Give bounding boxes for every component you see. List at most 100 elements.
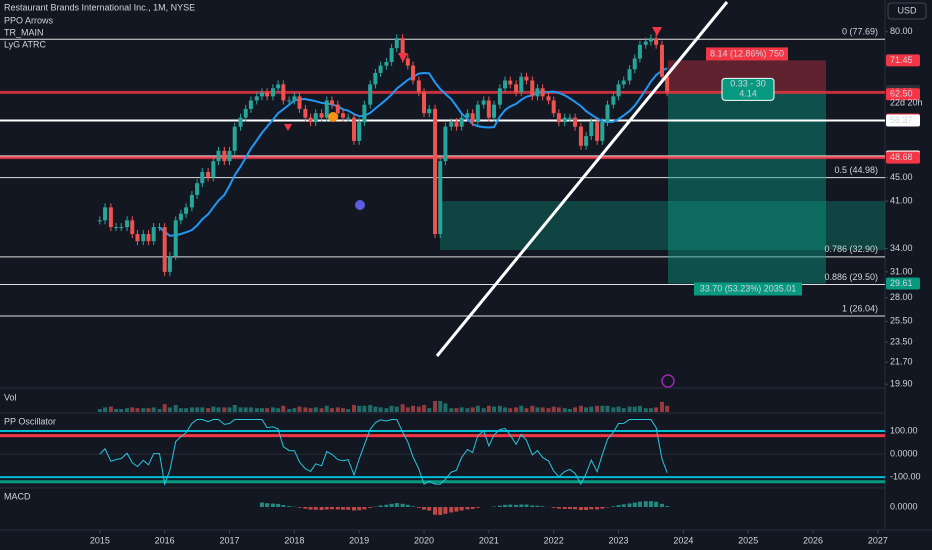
volume-bar [584, 407, 589, 412]
macd-bar [319, 507, 324, 511]
volume-bar [492, 406, 497, 412]
volume-bar [157, 409, 162, 412]
macd-bar [443, 507, 448, 514]
price-tag-label: 29.61 [890, 278, 913, 288]
candle [324, 100, 329, 118]
volume-bar [611, 407, 616, 412]
volume-bar [562, 408, 567, 412]
volume-bar [276, 408, 281, 412]
candle [195, 183, 200, 195]
candle [503, 80, 508, 89]
candle [276, 84, 281, 89]
x-tick-label: 2021 [479, 535, 499, 545]
candle [540, 88, 545, 97]
volume-bar [114, 409, 119, 412]
candle [497, 88, 502, 105]
candle [119, 227, 124, 229]
currency-button[interactable] [887, 2, 927, 20]
macd-bar [659, 503, 664, 507]
x-tick-label: 2019 [349, 535, 369, 545]
candle [114, 227, 119, 229]
candle [146, 234, 151, 242]
macd-bar [465, 507, 470, 510]
candle [232, 126, 237, 151]
volume-bar [422, 405, 427, 412]
center-tag [721, 77, 775, 101]
volume-bar [335, 407, 340, 412]
volume-bar [605, 405, 610, 412]
volume-bar [211, 406, 216, 412]
volume-bar [141, 408, 146, 412]
candle [340, 113, 345, 118]
volume-bar [567, 409, 572, 412]
macd-bar [654, 501, 659, 507]
macd-bar [422, 507, 427, 510]
volume-bar [465, 408, 470, 412]
macd-bar [503, 504, 508, 507]
candle [465, 113, 470, 118]
volume-bar [265, 408, 270, 412]
volume-bar [411, 405, 415, 412]
candle [470, 113, 475, 123]
candle [162, 227, 167, 272]
macd-bar [497, 505, 502, 507]
fib-label: 0.886 (29.50) [824, 272, 878, 282]
candle [433, 108, 438, 235]
fib-label: 1 (26.04) [842, 303, 878, 313]
volume-bar [475, 405, 480, 412]
candle [97, 220, 102, 222]
candle [637, 44, 642, 59]
x-tick-label: 2016 [155, 535, 175, 545]
volume-bar [427, 408, 432, 412]
macd-bar [352, 507, 356, 511]
y-tick-label: 28.00 [890, 292, 913, 302]
candle [211, 161, 216, 178]
y-tick-label: 21.70 [890, 357, 913, 367]
volume-bar [648, 408, 653, 412]
candle [281, 84, 286, 101]
candle [654, 38, 659, 45]
candle [556, 113, 561, 123]
fib-label: 0 (77.69) [842, 27, 878, 37]
macd-bar [556, 507, 561, 509]
candle [167, 256, 172, 272]
volume-bar [443, 403, 448, 412]
fib-label: 0.786 (32.90) [824, 244, 878, 254]
macd-bar [335, 507, 340, 510]
macd-bar [562, 507, 567, 509]
volume-bar [232, 405, 237, 412]
macd-bar [611, 506, 616, 507]
volume-bar [373, 406, 378, 412]
volume-bar [357, 405, 362, 412]
candle [627, 69, 632, 81]
volume-bar [292, 408, 297, 412]
volume-bar [329, 408, 334, 412]
macd-bar [454, 507, 459, 512]
macd-bar [535, 505, 540, 507]
price-tag [886, 114, 920, 127]
price-tag [886, 54, 920, 67]
macd-bar [276, 503, 281, 507]
currency[interactable]: USD [897, 5, 917, 15]
y-tick-label: 23.50 [890, 336, 913, 346]
volume-bar [303, 407, 308, 412]
candle [227, 150, 232, 162]
candle [206, 171, 211, 178]
volume-bar [595, 405, 600, 412]
price-tag-label: 62.50 [890, 89, 913, 99]
candle [400, 38, 405, 59]
candle [319, 113, 324, 118]
volume-bar [497, 405, 502, 412]
volume-bar [178, 408, 183, 412]
candle [135, 234, 140, 242]
candle [270, 88, 275, 97]
volume-bar [146, 408, 151, 412]
y-tick-label: 25.50 [890, 316, 913, 326]
arrow [652, 27, 662, 36]
candle [357, 122, 362, 141]
volume-bar [362, 405, 367, 412]
dot [328, 112, 338, 122]
indicator: PPO Arrows [4, 15, 54, 25]
candle [222, 150, 227, 162]
candle [621, 80, 626, 85]
